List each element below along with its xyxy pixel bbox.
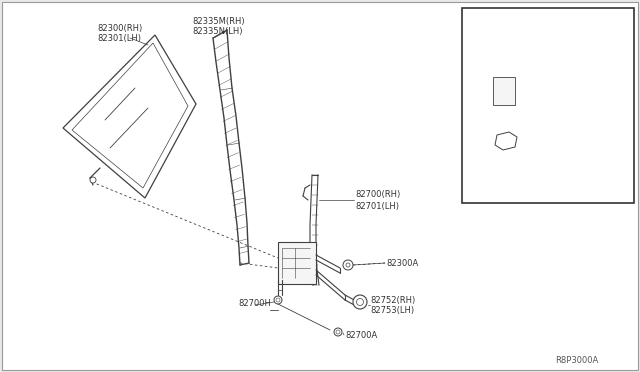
Text: 82701(LH): 82701(LH) [545, 78, 585, 87]
Bar [462, 8, 634, 203]
Bar [493, 77, 515, 105]
Circle shape [336, 330, 340, 334]
Text: 82763: 82763 [545, 93, 569, 102]
Circle shape [512, 122, 518, 128]
Text: 82700(RH): 82700(RH) [355, 190, 400, 199]
Circle shape [276, 298, 280, 302]
Circle shape [346, 263, 350, 267]
Circle shape [274, 296, 282, 304]
Text: 82752(RH): 82752(RH) [370, 295, 415, 305]
Circle shape [526, 108, 536, 118]
Circle shape [494, 112, 500, 118]
Text: 82700H: 82700H [238, 298, 271, 308]
Text: 82760: 82760 [522, 141, 546, 150]
Circle shape [353, 295, 367, 309]
Circle shape [334, 328, 342, 336]
Circle shape [356, 298, 364, 305]
Text: 82753(LH): 82753(LH) [370, 307, 414, 315]
Text: MANUAL WINDOW: MANUAL WINDOW [467, 13, 549, 22]
Text: 82700A: 82700A [345, 330, 377, 340]
Circle shape [535, 95, 539, 99]
Text: 82300(RH): 82300(RH) [97, 24, 142, 33]
Text: 82301(LH): 82301(LH) [97, 34, 141, 43]
Circle shape [343, 260, 353, 270]
Text: 82335N(LH): 82335N(LH) [192, 27, 243, 36]
Circle shape [90, 177, 96, 183]
Bar [278, 242, 316, 284]
Text: R8P3000A: R8P3000A [555, 356, 598, 365]
Circle shape [533, 93, 541, 101]
Text: 82701(LH): 82701(LH) [355, 202, 399, 211]
Text: 82300A: 82300A [386, 259, 419, 267]
Text: 82700(RH): 82700(RH) [545, 68, 586, 77]
Text: 82335M(RH): 82335M(RH) [192, 17, 244, 26]
